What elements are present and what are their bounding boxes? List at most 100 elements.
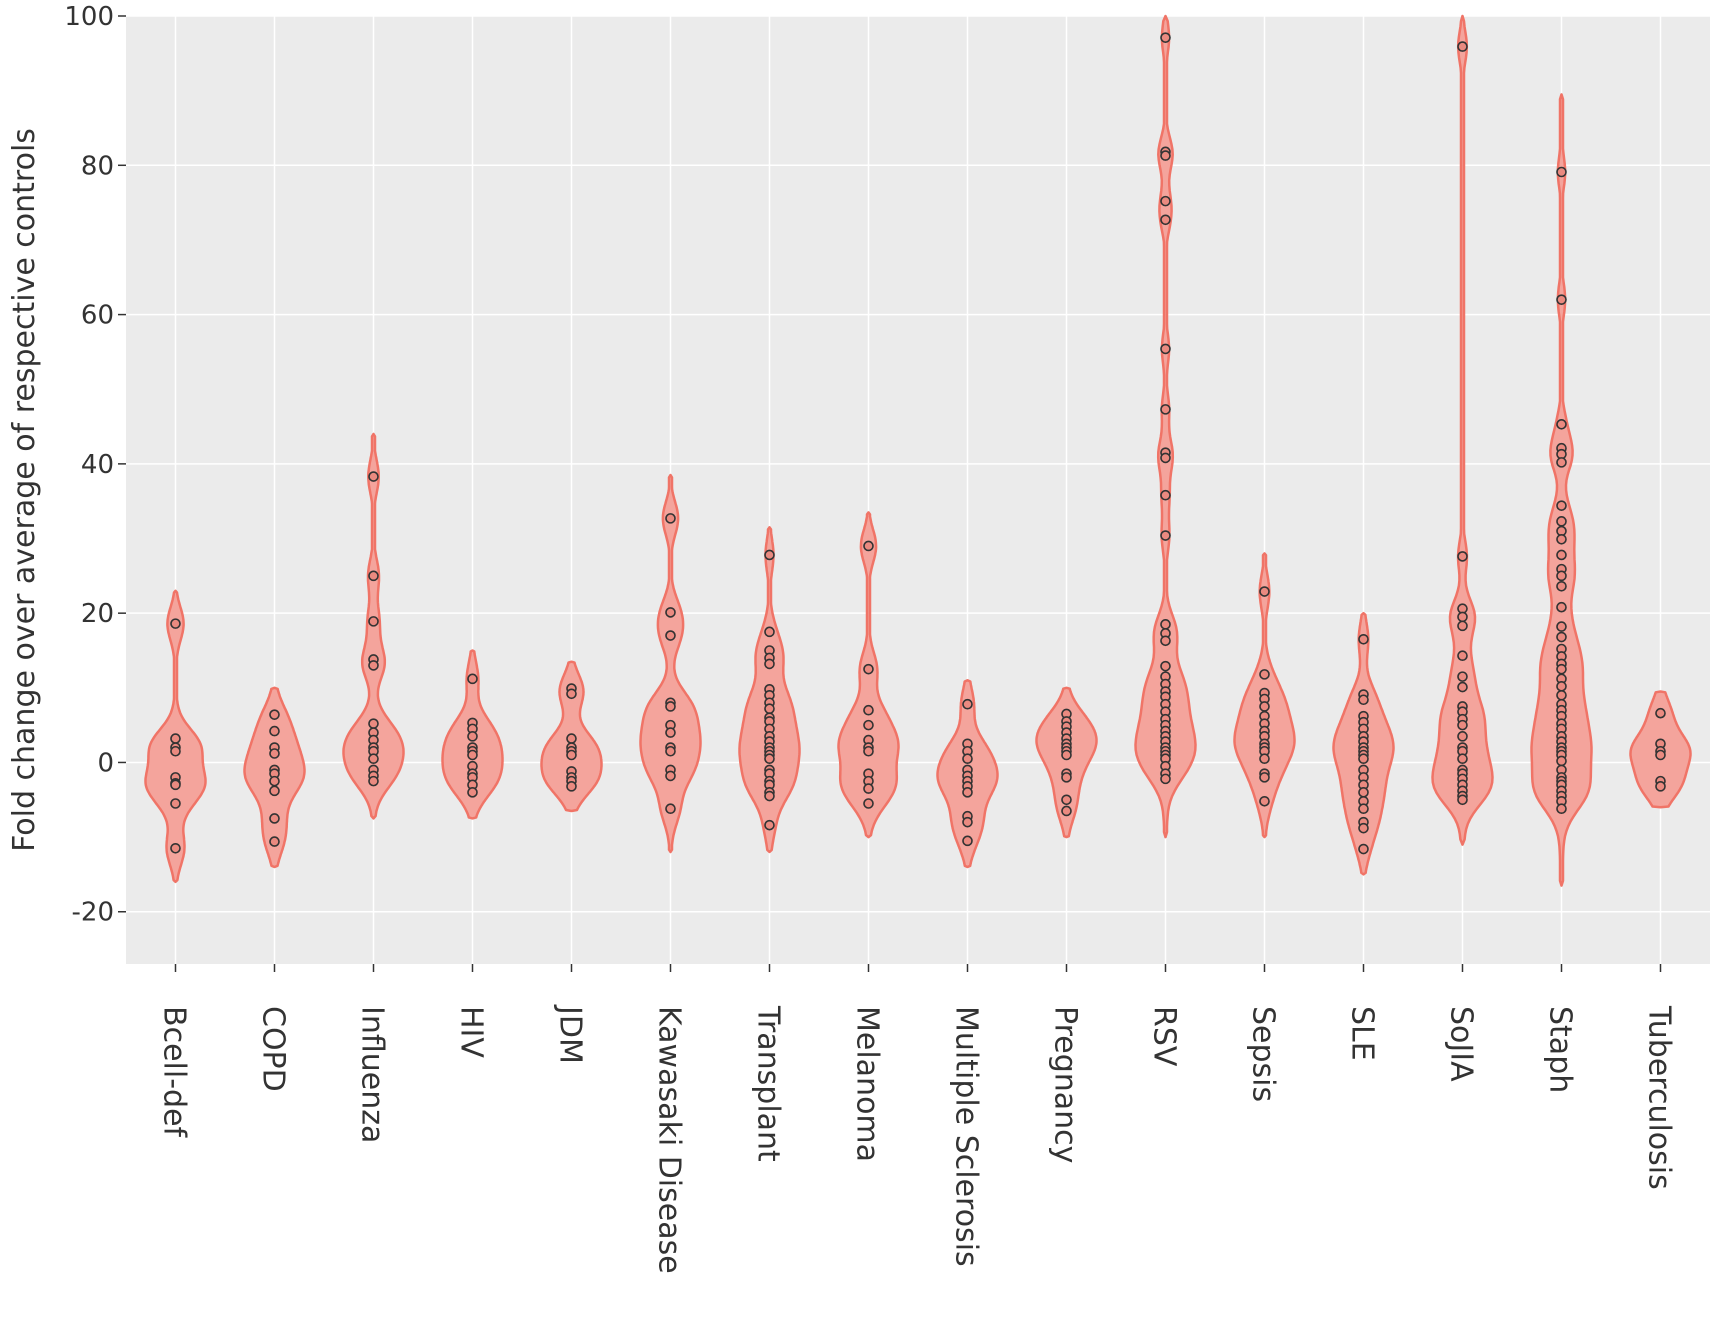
data-point <box>1655 749 1666 761</box>
data-point <box>566 781 577 792</box>
data-point <box>1160 32 1171 43</box>
data-point <box>1457 681 1468 693</box>
data-point <box>1259 701 1270 712</box>
data-point <box>1160 195 1171 207</box>
data-point <box>1457 671 1468 682</box>
data-point <box>368 616 379 627</box>
y-tick-label: 0 <box>97 748 114 778</box>
y-tick-label: 20 <box>81 599 114 629</box>
data-point <box>467 749 478 761</box>
data-point <box>1556 621 1567 632</box>
data-point <box>764 819 775 831</box>
data-point <box>170 798 181 809</box>
data-point <box>665 745 676 757</box>
data-point <box>1556 580 1567 592</box>
x-tick-label: JDM <box>553 1004 588 1064</box>
data-point <box>1556 663 1567 675</box>
data-point <box>170 842 181 854</box>
violin-sojia <box>1431 14 1494 846</box>
data-point <box>665 630 676 641</box>
x-tick-label: Tuberculosis <box>1642 1005 1677 1190</box>
data-point <box>170 745 181 757</box>
x-tick-label: Transplant <box>751 1005 786 1162</box>
data-point <box>269 813 280 824</box>
data-point <box>1160 660 1171 672</box>
data-point <box>1259 669 1270 680</box>
data-point <box>1259 586 1270 597</box>
data-point <box>962 835 973 847</box>
data-point <box>863 704 874 716</box>
data-point <box>1457 620 1468 632</box>
y-tick-label: 100 <box>64 2 114 32</box>
data-point <box>1160 150 1171 161</box>
data-point <box>269 836 280 847</box>
data-point <box>170 779 181 791</box>
data-point <box>1556 631 1567 643</box>
data-point <box>566 733 577 744</box>
data-point <box>1358 694 1369 706</box>
data-point <box>764 703 775 715</box>
data-point <box>1457 794 1468 806</box>
data-point <box>1160 489 1171 501</box>
data-point <box>863 663 874 675</box>
data-point <box>1457 731 1468 742</box>
data-point <box>1259 753 1270 765</box>
data-point <box>764 549 775 561</box>
data-point <box>665 513 676 524</box>
data-point <box>566 688 577 700</box>
data-point <box>1556 755 1567 767</box>
data-point <box>863 745 874 757</box>
y-axis-title: Fold change over average of respective c… <box>7 128 42 852</box>
data-point <box>1556 500 1567 511</box>
violin-kawasaki-disease <box>639 473 702 854</box>
data-point <box>170 733 181 744</box>
data-point <box>1160 404 1171 415</box>
data-point <box>467 673 478 685</box>
data-point <box>368 660 379 671</box>
data-point <box>1061 805 1072 817</box>
x-tick-label: Bcell-def <box>157 1006 192 1139</box>
x-tick-label: COPD <box>256 1006 291 1092</box>
data-point <box>1655 707 1666 719</box>
data-point <box>962 698 973 710</box>
data-point <box>1556 166 1567 178</box>
x-tick-label: Staph <box>1543 1006 1578 1093</box>
data-point <box>1061 772 1072 783</box>
data-point <box>1556 681 1567 692</box>
y-tick-label: -20 <box>72 898 114 928</box>
x-tick-label: Pregnancy <box>1048 1006 1083 1163</box>
data-point <box>665 701 676 712</box>
data-point <box>962 816 973 828</box>
data-point <box>368 570 379 582</box>
x-tick-label: Sepsis <box>1246 1006 1281 1102</box>
data-point <box>863 540 874 552</box>
data-point <box>269 785 280 797</box>
data-point <box>1358 803 1369 815</box>
data-point <box>1556 419 1567 430</box>
data-point <box>1655 781 1666 792</box>
data-point <box>764 658 775 670</box>
data-point <box>1556 570 1567 582</box>
x-tick-label: Multiple Sclerosis <box>949 1006 984 1267</box>
data-point <box>1556 533 1567 545</box>
x-tick-label: HIV <box>454 1006 489 1058</box>
data-point <box>863 798 874 809</box>
data-point <box>1160 635 1171 647</box>
data-point <box>665 770 676 782</box>
data-point <box>1259 795 1270 807</box>
y-tick-label: 80 <box>81 151 114 181</box>
data-point <box>764 753 775 765</box>
violin-staph <box>1530 93 1593 887</box>
data-point <box>1457 41 1468 52</box>
x-tick-label: Kawasaki Disease <box>652 1006 687 1274</box>
data-point <box>665 727 676 738</box>
data-point <box>1556 689 1567 701</box>
x-axis: Bcell-def COPD Influenza HIV JDM Kawasaki Dis… <box>157 964 1677 1274</box>
data-point <box>368 753 379 765</box>
data-point <box>863 719 874 731</box>
data-point <box>1457 753 1468 765</box>
data-point <box>1556 601 1567 613</box>
data-point <box>1358 633 1369 645</box>
data-point <box>962 787 973 798</box>
data-point <box>1160 343 1171 355</box>
